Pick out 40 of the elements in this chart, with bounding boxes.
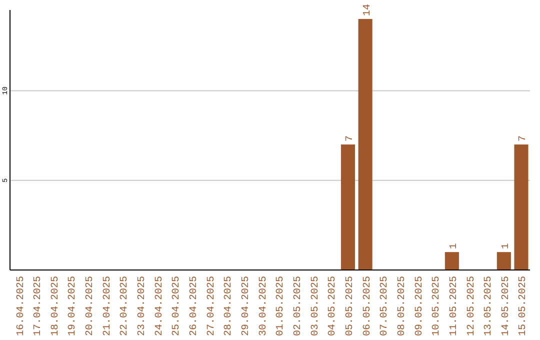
- x-tick-label: 14.05.2025: [500, 276, 512, 336]
- x-tick-label: 06.05.2025: [362, 276, 374, 336]
- x-tick-label: 28.04.2025: [224, 276, 235, 336]
- bar: [514, 144, 528, 270]
- x-tick-label: 04.05.2025: [328, 276, 339, 336]
- x-tick-label: 12.05.2025: [466, 276, 478, 336]
- x-tick-label: 25.04.2025: [172, 276, 183, 336]
- x-tick-label: 24.04.2025: [154, 276, 166, 336]
- x-tick-label: 19.04.2025: [68, 276, 79, 336]
- x-tick-label: 20.04.2025: [85, 276, 96, 336]
- x-tick-label: 05.05.2025: [344, 276, 356, 336]
- bar: [444, 252, 459, 270]
- data-label: 1: [448, 243, 460, 250]
- data-label: 7: [518, 135, 530, 142]
- x-tick-label: 30.04.2025: [258, 276, 270, 336]
- data-label: 14: [362, 4, 374, 16]
- x-tick-label: 26.04.2025: [189, 276, 200, 336]
- x-tick-label: 18.04.2025: [50, 276, 62, 336]
- x-tick-label: 01.05.2025: [276, 276, 287, 336]
- x-tick-label: 29.04.2025: [241, 276, 252, 336]
- x-tick-label: 13.05.2025: [484, 276, 495, 336]
- x-tick-label: 21.04.2025: [102, 276, 114, 336]
- x-tick-label: 17.04.2025: [33, 276, 44, 336]
- bar: [358, 18, 372, 270]
- x-tick-label: 07.05.2025: [380, 276, 391, 336]
- x-tick-label: 11.05.2025: [448, 276, 460, 336]
- x-tick-label: 03.05.2025: [310, 276, 322, 336]
- data-label: 1: [500, 243, 512, 250]
- x-tick-label: 09.05.2025: [414, 276, 426, 336]
- x-tick-label: 16.04.2025: [16, 276, 27, 336]
- x-tick-label: 08.05.2025: [396, 276, 408, 336]
- bar: [340, 144, 355, 270]
- x-tick-label: 02.05.2025: [292, 276, 304, 336]
- bar: [496, 252, 511, 270]
- x-tick-label: 22.04.2025: [120, 276, 131, 336]
- data-label: 7: [344, 135, 356, 142]
- x-tick-label: 27.04.2025: [206, 276, 218, 336]
- x-tick-label: 23.04.2025: [137, 276, 148, 336]
- x-tick-label: 10.05.2025: [432, 276, 443, 336]
- x-tick-label: 15.05.2025: [518, 276, 530, 336]
